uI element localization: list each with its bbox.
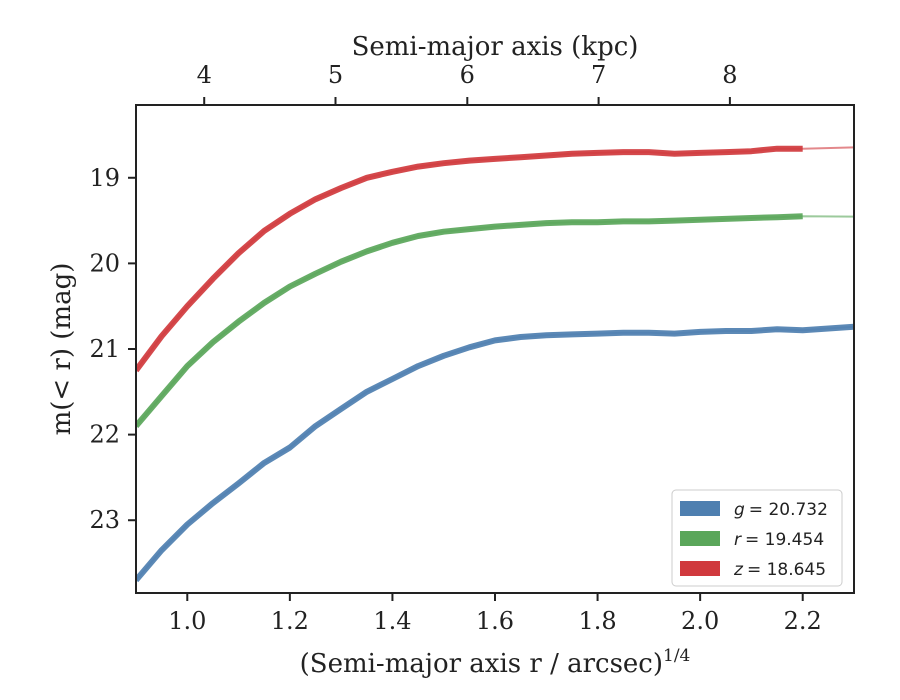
y-tick-label: 19 (89, 164, 120, 192)
x-tick-label: 1.6 (476, 607, 514, 635)
fit-line-z (136, 146, 854, 371)
x-tick-label: 1.8 (578, 607, 616, 635)
legend: g = 20.732 r = 19.454 z = 18.645 (671, 489, 843, 587)
legend-var-r: r (734, 530, 742, 550)
x-axis-bottom-label-text: (Semi-major axis r / arcsec) (300, 649, 663, 679)
y-tick-label: 21 (89, 335, 120, 363)
x-axis-bottom: 1.0 1.2 1.4 1.6 1.8 2.0 2.2 (168, 593, 822, 635)
top-tick-label: 8 (722, 61, 737, 89)
x-tick-label: 1.0 (168, 607, 206, 635)
y-tick-label: 22 (89, 421, 120, 449)
legend-entry-g: g = 20.732 (734, 500, 828, 520)
legend-swatch-r (680, 531, 720, 546)
top-tick-label: 4 (197, 61, 212, 89)
series-line-g (136, 323, 854, 583)
series-group (136, 145, 854, 583)
series-line-z (136, 145, 803, 373)
x-tick-label: 1.2 (271, 607, 309, 635)
legend-swatch-g (680, 501, 720, 516)
x-tick-label: 1.4 (373, 607, 411, 635)
y-axis-label: m(< r) (mag) (47, 263, 77, 436)
legend-entry-r: r = 19.454 (734, 530, 824, 550)
legend-var-z: z (733, 560, 744, 580)
legend-value-r: = 19.454 (745, 530, 824, 550)
x-axis-bottom-label: (Semi-major axis r / arcsec)1/4 (300, 646, 691, 679)
series-line-r (136, 213, 803, 429)
legend-entry-z: z = 18.645 (733, 560, 826, 580)
x-tick-label: 2.2 (784, 607, 822, 635)
legend-var-g: g (734, 500, 745, 520)
x-axis-top: 4 5 6 7 8 (197, 61, 738, 105)
legend-value-z: = 18.645 (747, 560, 826, 580)
x-tick-label: 2.0 (681, 607, 719, 635)
plot-area (136, 145, 854, 583)
top-tick-label: 7 (591, 61, 606, 89)
x-axis-top-label: Semi-major axis (kpc) (352, 32, 639, 62)
top-tick-label: 6 (460, 61, 475, 89)
y-tick-label: 20 (89, 249, 120, 277)
y-tick-label: 23 (89, 506, 120, 534)
x-axis-bottom-label-superscript: 1/4 (663, 646, 690, 666)
top-tick-label: 5 (328, 61, 343, 89)
legend-swatch-z (680, 561, 720, 576)
legend-value-g: = 20.732 (749, 500, 828, 520)
y-axis: 19 20 21 22 23 (89, 164, 136, 534)
